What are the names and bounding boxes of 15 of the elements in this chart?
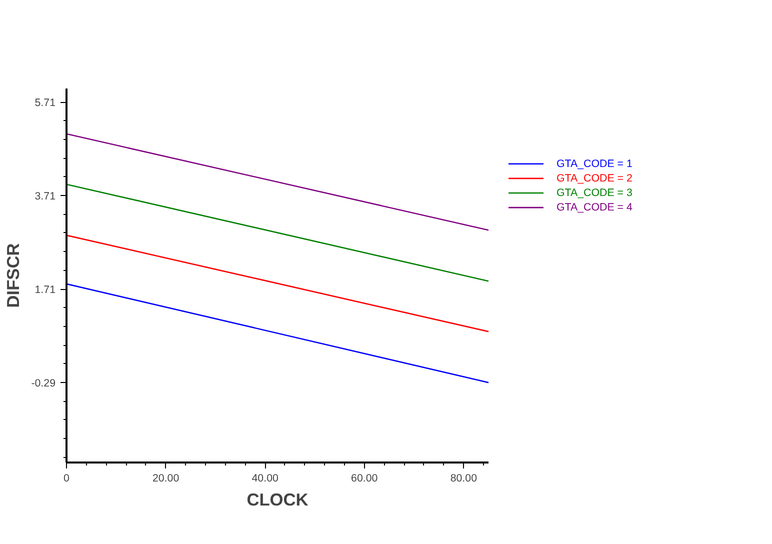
y-axis-title: DIFSCR xyxy=(3,242,24,308)
y-tick-label: 3.71 xyxy=(34,190,56,203)
x-tick-label: 80.00 xyxy=(450,472,478,484)
legend-label: GTA_CODE = 4 xyxy=(556,202,632,214)
legend-label: GTA_CODE = 1 xyxy=(556,158,632,170)
x-tick-label: 0 xyxy=(64,472,70,484)
legend-label: GTA_CODE = 2 xyxy=(556,172,632,184)
y-tick-label: 1.71 xyxy=(34,284,56,296)
y-tick-label: -0.29 xyxy=(31,378,56,390)
legend-label: GTA_CODE = 3 xyxy=(556,186,632,199)
x-tick-label: 60.00 xyxy=(351,472,378,484)
x-tick-label: 40.00 xyxy=(252,472,278,484)
x-tick-label: 20.00 xyxy=(152,472,180,484)
x-axis-title: CLOCK xyxy=(246,490,309,510)
y-tick-label: 5.71 xyxy=(34,97,56,110)
